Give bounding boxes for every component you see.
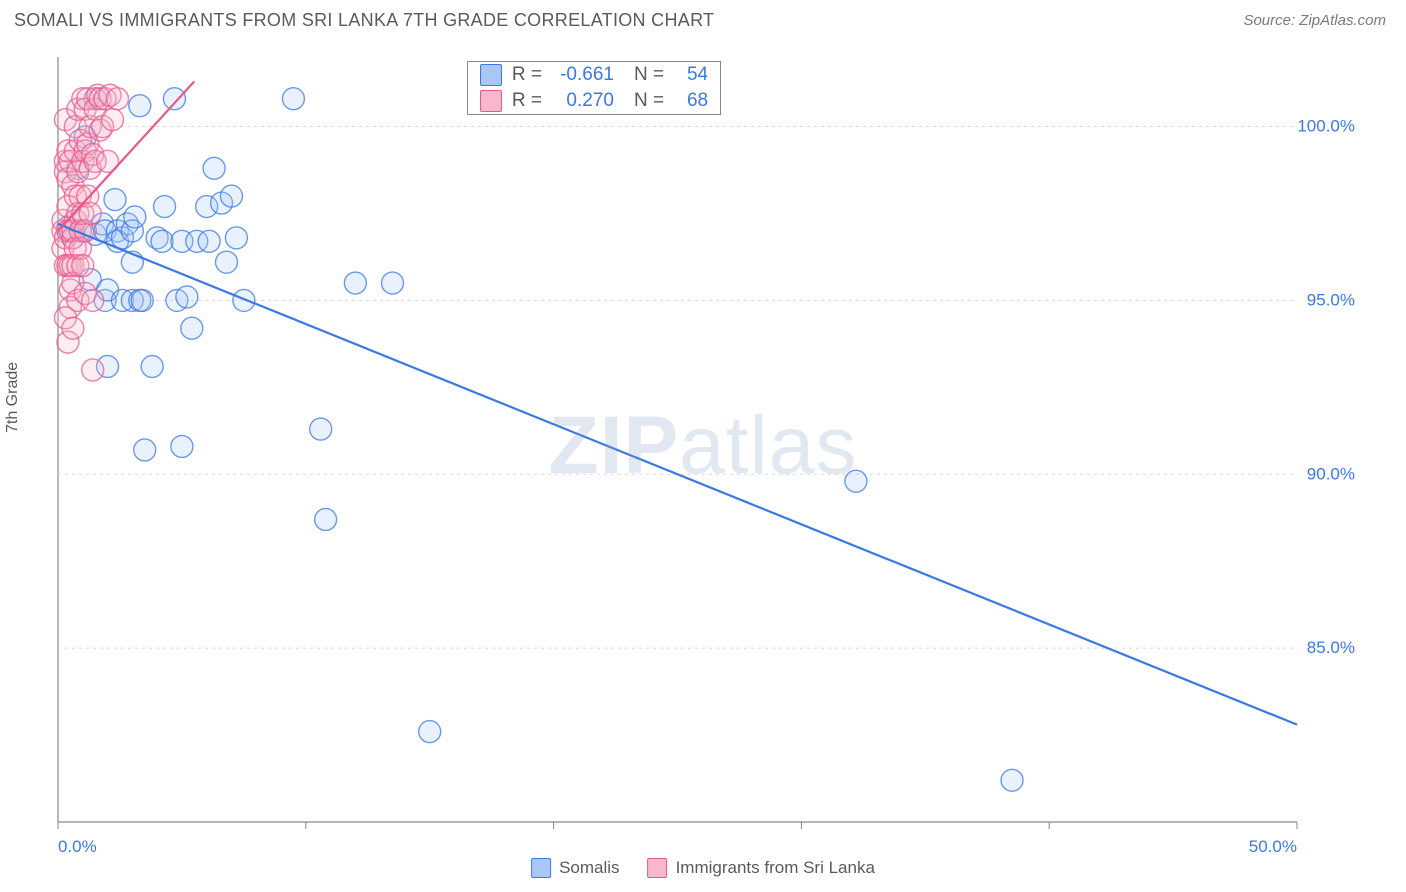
r-value: -0.661 <box>552 64 614 86</box>
r-label: R = <box>512 90 542 112</box>
svg-text:50.0%: 50.0% <box>1249 837 1297 856</box>
chart-area: 7th Grade 85.0%90.0%95.0%100.0%0.0%50.0%… <box>14 45 1392 880</box>
scatter-chart-svg: 85.0% 90.0% 95.0% 100.0% 0.0% 50.0% <box>14 45 1392 880</box>
svg-text:85.0%: 85.0% <box>1307 638 1355 657</box>
n-label: N = <box>634 90 664 112</box>
legend-swatch <box>480 90 502 112</box>
corr-legend-row: R = 0.270 N = 68 <box>468 88 720 114</box>
chart-title: SOMALI VS IMMIGRANTS FROM SRI LANKA 7TH … <box>14 10 714 31</box>
svg-text:100.0%: 100.0% <box>1297 117 1355 136</box>
legend-swatch <box>648 858 668 878</box>
legend-swatch <box>480 64 502 86</box>
legend-item: Immigrants from Sri Lanka <box>648 858 875 878</box>
legend-swatch <box>531 858 551 878</box>
n-value: 54 <box>674 64 708 86</box>
legend-label: Somalis <box>559 858 619 878</box>
source-label: Source: ZipAtlas.com <box>1243 12 1386 29</box>
n-value: 68 <box>674 90 708 112</box>
legend-item: Somalis <box>531 858 619 878</box>
svg-text:95.0%: 95.0% <box>1307 290 1355 309</box>
n-label: N = <box>634 64 664 86</box>
r-label: R = <box>512 64 542 86</box>
legend-label: Immigrants from Sri Lanka <box>676 858 875 878</box>
y-axis-label: 7th Grade <box>4 361 22 432</box>
svg-text:90.0%: 90.0% <box>1307 464 1355 483</box>
correlation-legend: R = -0.661 N = 54 R = 0.270 N = 68 <box>467 61 721 115</box>
svg-text:0.0%: 0.0% <box>58 837 97 856</box>
r-value: 0.270 <box>552 90 614 112</box>
corr-legend-row: R = -0.661 N = 54 <box>468 62 720 88</box>
series-legend: Somalis Immigrants from Sri Lanka <box>531 858 875 878</box>
